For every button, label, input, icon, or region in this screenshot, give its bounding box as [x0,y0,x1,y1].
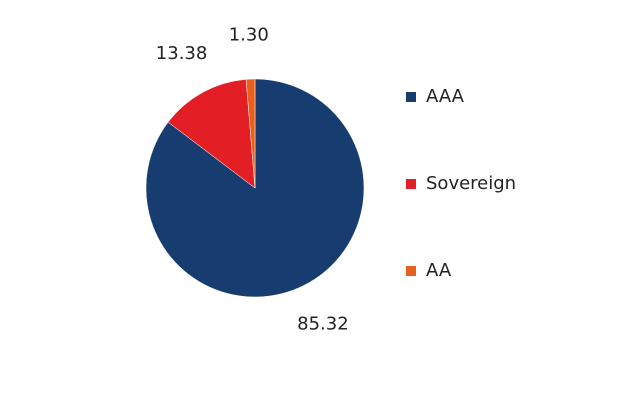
legend-label: Sovereign [426,173,516,194]
data-label: 13.38 [156,43,208,64]
pie-slice [245,78,256,189]
pie-slice [167,79,256,189]
data-label: 1.30 [229,25,269,46]
legend-swatch [406,92,416,102]
data-label: 85.32 [297,314,349,335]
legend-swatch [406,179,416,189]
legend-swatch [406,266,416,276]
legend-label: AA [426,260,452,281]
legend-label: AAA [426,86,465,107]
